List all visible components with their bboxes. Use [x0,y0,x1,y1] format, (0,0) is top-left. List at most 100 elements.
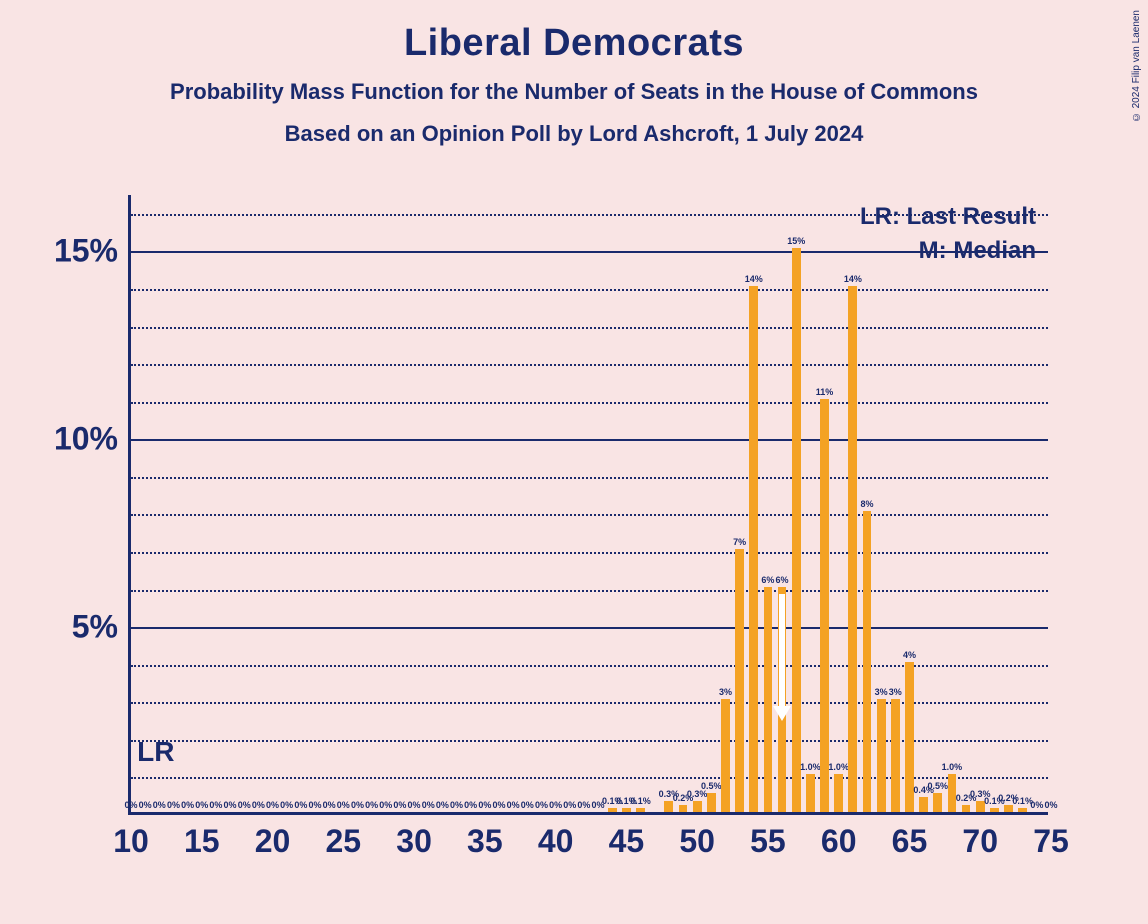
bar-value-label: 11% [816,387,834,397]
bar-value-label: 1.0% [800,762,821,772]
x-axis-label: 45 [609,823,645,860]
gridline-minor [131,590,1048,592]
bar [622,808,631,812]
bar [863,511,872,812]
bar-value-label: 0% [280,800,293,810]
x-axis-label: 55 [750,823,786,860]
bar-value-label: 0% [393,800,406,810]
bar-value-label: 0% [181,800,194,810]
bar-value-label: 0% [507,800,520,810]
bar-value-label: 0% [238,800,251,810]
gridline-minor [131,327,1048,329]
bar-value-label: 0% [351,800,364,810]
bar-value-label: 0% [563,800,576,810]
bar-value-label: 0% [195,800,208,810]
bar-value-label: 3% [719,687,732,697]
bar-value-label: 0% [1030,800,1043,810]
lr-marker: LR [137,736,174,768]
legend-lr: LR: Last Result [860,203,1036,231]
x-axis-label: 40 [538,823,574,860]
page-title: Liberal Democrats [0,22,1148,65]
x-axis-label: 70 [962,823,998,860]
bar-value-label: 0% [379,800,392,810]
bar-value-label: 3% [875,687,888,697]
bar [848,286,857,812]
bar-value-label: 0% [450,800,463,810]
bar-value-label: 0% [323,800,336,810]
bar-value-label: 4% [903,650,916,660]
bar-value-label: 0% [266,800,279,810]
bar [919,797,928,812]
bar [933,793,942,812]
bar [990,808,999,812]
bar [877,699,886,812]
y-axis-label: 15% [38,233,118,270]
bar [891,699,900,812]
bar [693,801,702,812]
bar-value-label: 14% [745,274,763,284]
bar-value-label: 0.5% [928,781,949,791]
x-axis-label: 20 [255,823,291,860]
median-indicator-arrow [773,706,791,721]
bar-value-label: 0% [365,800,378,810]
copyright-text: © 2024 Filip van Laenen [1131,10,1142,122]
bar-value-label: 0% [422,800,435,810]
bar-value-label: 6% [776,575,789,585]
bar-value-label: 1.0% [828,762,849,772]
bar-value-label: 0% [408,800,421,810]
x-axis-label: 60 [821,823,857,860]
bar-value-label: 0% [337,800,350,810]
gridline-minor [131,402,1048,404]
bar-value-label: 0% [1044,800,1057,810]
bar [764,587,773,812]
bar-value-label: 6% [761,575,774,585]
bar-value-label: 8% [860,499,873,509]
bar-value-label: 0% [294,800,307,810]
bar-value-label: 15% [787,236,805,246]
bar-value-label: 0% [124,800,137,810]
bar-value-label: 0% [153,800,166,810]
bar-value-label: 0% [521,800,534,810]
gridline-major [131,251,1048,253]
gridline-minor [131,214,1048,216]
gridline-major [131,439,1048,441]
page-subtitle: Probability Mass Function for the Number… [0,79,1148,105]
y-axis-label: 5% [38,609,118,646]
page-subtitle-2: Based on an Opinion Poll by Lord Ashcrof… [0,121,1148,147]
bar-value-label: 0.1% [630,796,651,806]
bar-value-label: 0% [492,800,505,810]
gridline-minor [131,552,1048,554]
y-axis-label: 10% [38,421,118,458]
bar-value-label: 0% [224,800,237,810]
bar [792,248,801,812]
bar-value-label: 0% [436,800,449,810]
plot-area: LR: Last Result M: Median 5%10%15%101520… [128,195,1048,815]
bar [679,805,688,813]
bar [721,699,730,812]
bar [834,774,843,812]
gridline-major [131,627,1048,629]
gridline-minor [131,289,1048,291]
bar [806,774,815,812]
bar-value-label: 3% [889,687,902,697]
bar-value-label: 0% [535,800,548,810]
bar-value-label: 0% [209,800,222,810]
bar [962,805,971,813]
bar [749,286,758,812]
x-axis-label: 50 [679,823,715,860]
median-indicator-stem [779,594,785,707]
x-axis-label: 65 [892,823,928,860]
bar-value-label: 0% [139,800,152,810]
bar-value-label: 0% [549,800,562,810]
gridline-minor [131,514,1048,516]
bar [636,808,645,812]
bar-value-label: 0% [252,800,265,810]
x-axis-label: 35 [467,823,503,860]
bar [735,549,744,812]
bar-value-label: 7% [733,537,746,547]
x-axis-label: 25 [326,823,362,860]
x-axis-label: 15 [184,823,220,860]
bar-value-label: 0% [464,800,477,810]
chart-container: LR: Last Result M: Median 5%10%15%101520… [110,195,1100,815]
bar-value-label: 0% [478,800,491,810]
